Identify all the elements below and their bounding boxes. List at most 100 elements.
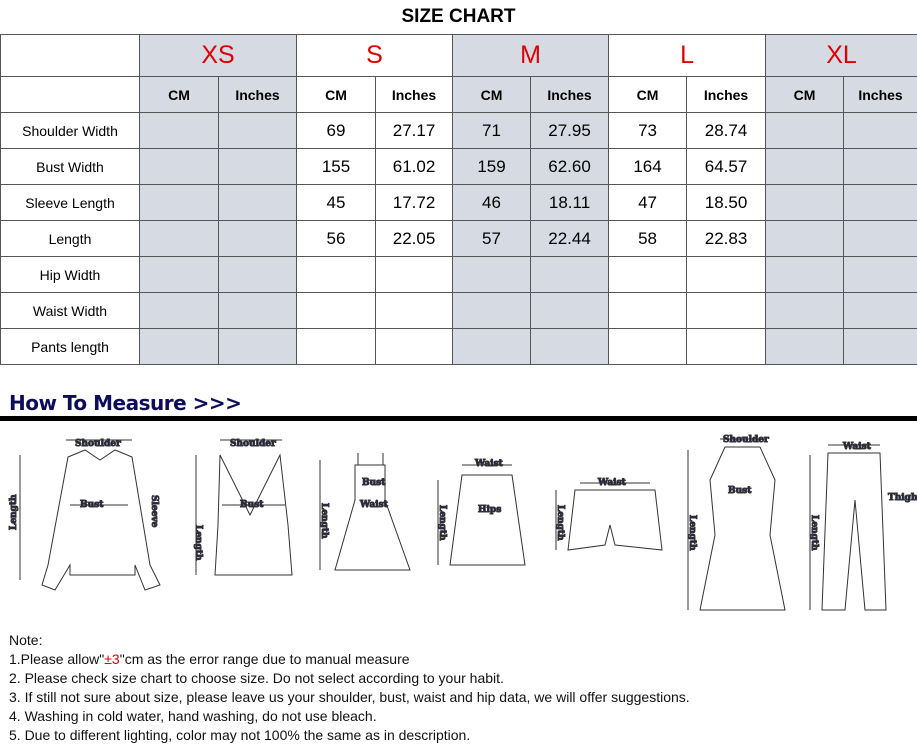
value-cell [139,112,219,149]
note-1: 1.Please allow"±3"cm as the error range … [9,651,410,667]
value-cell [217,328,298,365]
svg-text:Length: Length [555,505,565,541]
value-cell [843,292,917,329]
svg-text:Length: Length [9,494,19,530]
blank-cell [0,76,140,113]
value-cell [843,184,917,221]
value-cell [139,256,219,293]
svg-text:Bust: Bust [728,486,752,496]
value-cell: 62.60 [530,148,610,185]
table-row: Hip Width [0,256,917,293]
unit-header: Inches [843,76,917,113]
value-cell: 18.50 [686,184,767,221]
value-cell: 22.83 [686,220,767,257]
svg-text:Length: Length [687,515,697,551]
value-cell [139,184,219,221]
note-3: 3. If still not sure about size, please … [9,689,690,705]
size-header: L [608,34,767,77]
size-header: XL [765,34,917,77]
svg-text:Waist: Waist [842,442,872,452]
label-shoulder: Shoulder [75,439,121,449]
value-cell [139,328,219,365]
table-row: Length 56 22.05 57 22.44 58 22.83 [0,220,917,257]
value-cell [452,328,532,365]
svg-text:Waist: Waist [359,500,389,510]
value-cell [217,292,298,329]
value-cell [375,328,454,365]
unit-header: CM [296,76,377,113]
dress-illustration: Bust Waist Length [319,453,411,571]
value-cell: 71 [452,112,532,149]
value-cell: 28.74 [686,112,767,149]
svg-text:Bust: Bust [362,478,386,488]
svg-text:Thigh: Thigh [888,493,917,503]
unit-header: CM [608,76,688,113]
svg-text:Length: Length [809,515,819,551]
note-2: 2. Please check size chart to choose siz… [9,670,504,686]
value-cell [139,148,219,185]
value-cell: 17.72 [375,184,454,221]
notes-heading: Note: [9,632,43,648]
value-cell [530,256,610,293]
row-label: Length [0,220,140,257]
svg-text:Shoulder: Shoulder [230,439,276,449]
value-cell [217,148,298,185]
svg-text:Length: Length [193,525,203,561]
table-row: Shoulder Width 69 27.17 71 27.95 73 28.74 [0,112,917,149]
value-cell: 22.05 [375,220,454,257]
value-cell: 159 [452,148,532,185]
row-label: Pants length [0,328,140,365]
svg-text:Waist: Waist [474,459,504,469]
value-cell [765,292,845,329]
row-label: Bust Width [0,148,140,185]
value-cell [139,220,219,257]
unit-header: Inches [217,76,298,113]
value-cell [217,112,298,149]
value-cell: 56 [296,220,377,257]
unit-header: CM [139,76,219,113]
value-cell [217,184,298,221]
page-title: SIZE CHART [401,6,516,27]
value-cell: 164 [608,148,688,185]
value-cell: 57 [452,220,532,257]
row-label: Sleeve Length [0,184,140,221]
value-cell [375,256,454,293]
value-cell [530,292,610,329]
value-cell: 64.57 [686,148,767,185]
table-row: Sleeve Length 45 17.72 46 18.11 47 18.50 [0,184,917,221]
value-cell [843,220,917,257]
note-5: 5. Due to different lighting, color may … [9,727,471,743]
shorts-illustration: Waist Length [555,478,663,551]
pants-illustration: Waist Thigh Length [809,442,917,611]
size-header: XS [138,34,298,77]
value-cell: 22.44 [530,220,610,257]
value-cell [765,184,845,221]
value-cell: 61.02 [375,148,454,185]
svg-text:Shoulder: Shoulder [723,435,769,445]
value-cell [765,148,845,185]
value-cell [765,112,845,149]
divider [0,416,917,421]
blouse-illustration: Shoulder Bust Length Sleeve [9,439,161,591]
table-row: Waist Width [0,292,917,329]
size-chart-table: XS S M L XL CM Inches CM Inches CM Inches CM Inches C… [0,34,917,365]
value-cell: 47 [608,184,688,221]
note-4: 4. Washing in cold water, hand washing, … [9,708,377,724]
value-cell: 18.11 [530,184,610,221]
value-cell [217,256,298,293]
svg-text:Hips: Hips [478,505,501,515]
value-cell [608,256,688,293]
tank-illustration: Shoulder Bust Length [193,439,293,576]
value-cell [452,256,532,293]
value-cell [765,220,845,257]
measurement-illustrations: Shoulder Bust Length Sleeve Shoulder Bust… [9,435,917,611]
value-cell [686,292,767,329]
svg-text:Length: Length [437,505,447,541]
value-cell [608,328,688,365]
skirt-illustration: Waist Hips Length [437,459,526,566]
value-cell [608,292,688,329]
corner-cell [0,34,140,77]
value-cell: 27.17 [375,112,454,149]
row-label: Waist Width [0,292,140,329]
unit-header: Inches [375,76,454,113]
